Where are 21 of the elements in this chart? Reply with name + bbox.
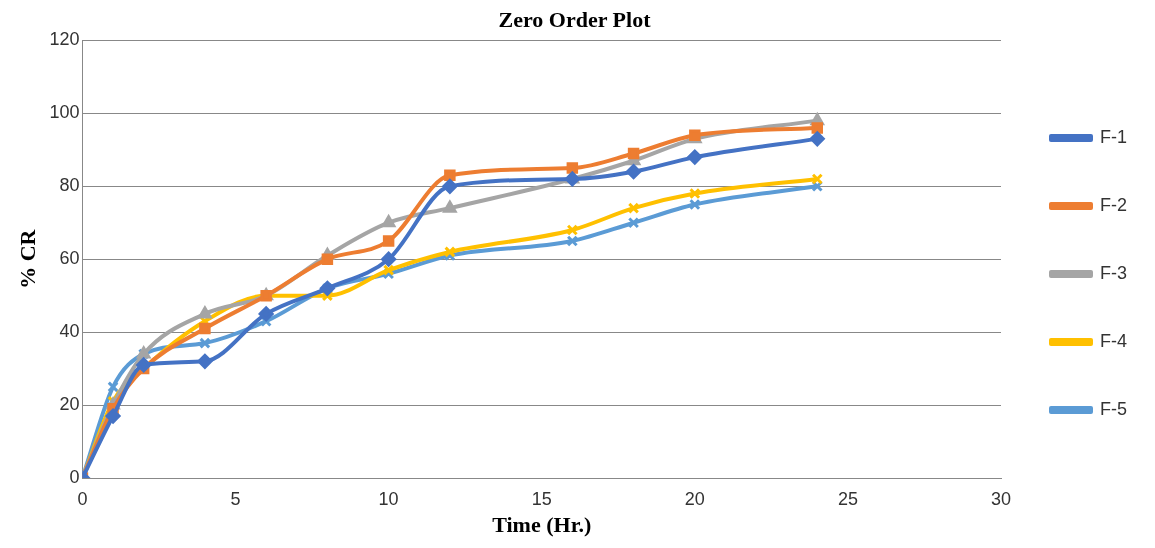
- legend-label: F-2: [1100, 194, 1127, 215]
- legend-label: F-3: [1100, 262, 1127, 283]
- y-tick-label: 120: [49, 29, 80, 50]
- legend-label: F-1: [1100, 126, 1127, 147]
- y-tick-label: 20: [59, 394, 80, 415]
- y-axis-title: % CR: [14, 228, 40, 289]
- y-tick-label: 0: [69, 466, 80, 487]
- chart-title: Zero Order Plot: [498, 6, 652, 32]
- y-tick-label: 40: [59, 321, 80, 342]
- legend-label: F-5: [1100, 398, 1127, 419]
- x-tick-label: 25: [837, 488, 858, 509]
- x-tick-label: 20: [684, 488, 705, 509]
- x-tick-label: 15: [531, 488, 552, 509]
- x-tick-label: 5: [230, 488, 241, 509]
- y-tick-label: 80: [59, 175, 80, 196]
- legend-label: F-4: [1100, 330, 1127, 351]
- y-tick-label: 60: [59, 248, 80, 269]
- y-tick-label: 100: [49, 102, 80, 123]
- x-tick-label: 30: [990, 488, 1012, 509]
- x-tick-label: 10: [378, 488, 399, 509]
- x-axis-title: Time (Hr.): [492, 512, 592, 538]
